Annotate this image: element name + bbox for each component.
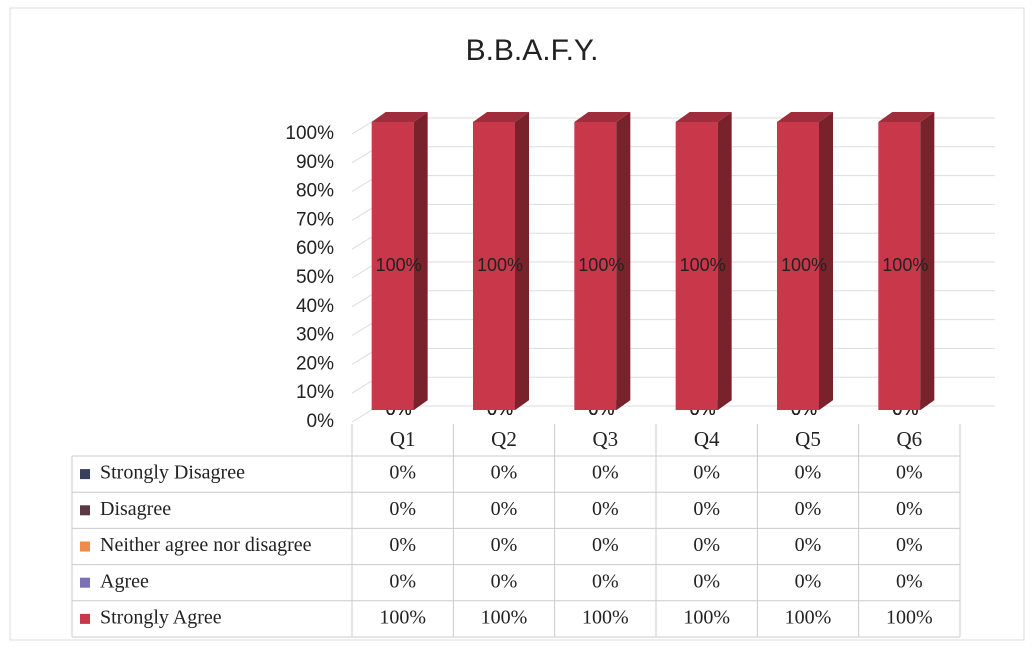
legend-label: Agree — [100, 570, 149, 592]
y-tick-label: 70% — [296, 209, 334, 230]
legend-swatch — [80, 541, 90, 552]
table-cell: 0% — [592, 462, 619, 484]
bar-segment — [574, 112, 631, 410]
bar-segment — [878, 112, 935, 410]
table-cell: 0% — [693, 462, 720, 484]
y-tick-label: 10% — [296, 382, 334, 403]
table-cell: 0% — [693, 498, 720, 520]
table-cell: 100% — [582, 606, 629, 628]
bar-face — [717, 112, 732, 410]
bar-face — [574, 122, 617, 410]
bar-face — [473, 122, 515, 410]
bar-segment — [371, 112, 428, 410]
bar-face — [878, 112, 935, 122]
table-cell: 0% — [896, 462, 923, 484]
data-label: 100% — [376, 255, 422, 275]
table-cell: 100% — [481, 606, 528, 628]
table-cell: 0% — [389, 498, 416, 520]
data-label: 100% — [680, 255, 726, 275]
y-tick-label: 80% — [296, 181, 334, 202]
data-label: 100% — [882, 255, 928, 275]
y-tick-label: 60% — [296, 238, 334, 259]
table-cell: 0% — [491, 462, 518, 484]
table-cell: 0% — [896, 534, 923, 556]
x-tick-label: Q2 — [491, 427, 517, 451]
bar-segment — [777, 112, 833, 410]
bar-face — [515, 112, 529, 410]
table-cell: 0% — [795, 570, 822, 592]
legend-swatch — [80, 505, 90, 516]
legend-swatch — [80, 577, 90, 588]
table-cell: 0% — [592, 570, 619, 592]
data-label: 100% — [578, 255, 624, 275]
bar-face — [413, 112, 428, 410]
table-cell: 0% — [491, 498, 518, 520]
bar-face — [777, 112, 833, 122]
data-label: 100% — [477, 255, 523, 275]
x-tick-label: Q5 — [795, 427, 821, 451]
y-tick-label: 0% — [307, 411, 335, 432]
y-tick-label: 40% — [296, 296, 334, 317]
bar-segment — [473, 112, 529, 410]
y-tick-label: 100% — [285, 123, 334, 144]
bar-face — [574, 112, 631, 122]
x-tick-label: Q4 — [694, 427, 720, 451]
table-cell: 0% — [795, 534, 822, 556]
legend-label: Neither agree nor disagree — [100, 534, 312, 556]
bar-face — [616, 112, 631, 410]
legend-label: Disagree — [100, 498, 171, 520]
table-cell: 0% — [592, 534, 619, 556]
table-cell: 0% — [896, 570, 923, 592]
x-tick-label: Q3 — [592, 427, 618, 451]
x-tick-label: Q1 — [390, 427, 416, 451]
legend-swatch — [80, 469, 90, 480]
table-cell: 100% — [379, 606, 426, 628]
bar-face — [371, 122, 414, 410]
bar-face — [675, 112, 732, 122]
table-cell: 0% — [896, 498, 923, 520]
data-label: 100% — [781, 255, 827, 275]
bar-face — [878, 122, 921, 410]
bar-face — [473, 112, 529, 122]
legend-label: Strongly Agree — [100, 606, 222, 628]
table-cell: 0% — [795, 462, 822, 484]
table-cell: 0% — [795, 498, 822, 520]
table-cell: 0% — [389, 534, 416, 556]
x-tick-label: Q6 — [896, 427, 922, 451]
bar-segment — [675, 112, 732, 410]
legend-swatch — [80, 613, 90, 624]
table-cell: 100% — [886, 606, 933, 628]
table-cell: 0% — [592, 498, 619, 520]
bar-face — [371, 112, 428, 122]
chart-title: B.B.A.F.Y. — [466, 34, 599, 67]
bar-face — [777, 122, 819, 410]
table-cell: 100% — [683, 606, 730, 628]
legend-label: Strongly Disagree — [100, 462, 245, 484]
y-tick-label: 20% — [296, 353, 334, 374]
table-cell: 0% — [389, 462, 416, 484]
table-cell: 100% — [785, 606, 832, 628]
table-cell: 0% — [491, 534, 518, 556]
table-cell: 0% — [693, 570, 720, 592]
table-cell: 0% — [491, 570, 518, 592]
y-tick-label: 50% — [296, 267, 334, 288]
y-tick-label: 30% — [296, 325, 334, 346]
table-cell: 0% — [693, 534, 720, 556]
bar-face — [819, 112, 833, 410]
bar-face — [675, 122, 718, 410]
bar-face — [920, 112, 935, 410]
table-cell: 0% — [389, 570, 416, 592]
y-tick-label: 90% — [296, 152, 334, 173]
